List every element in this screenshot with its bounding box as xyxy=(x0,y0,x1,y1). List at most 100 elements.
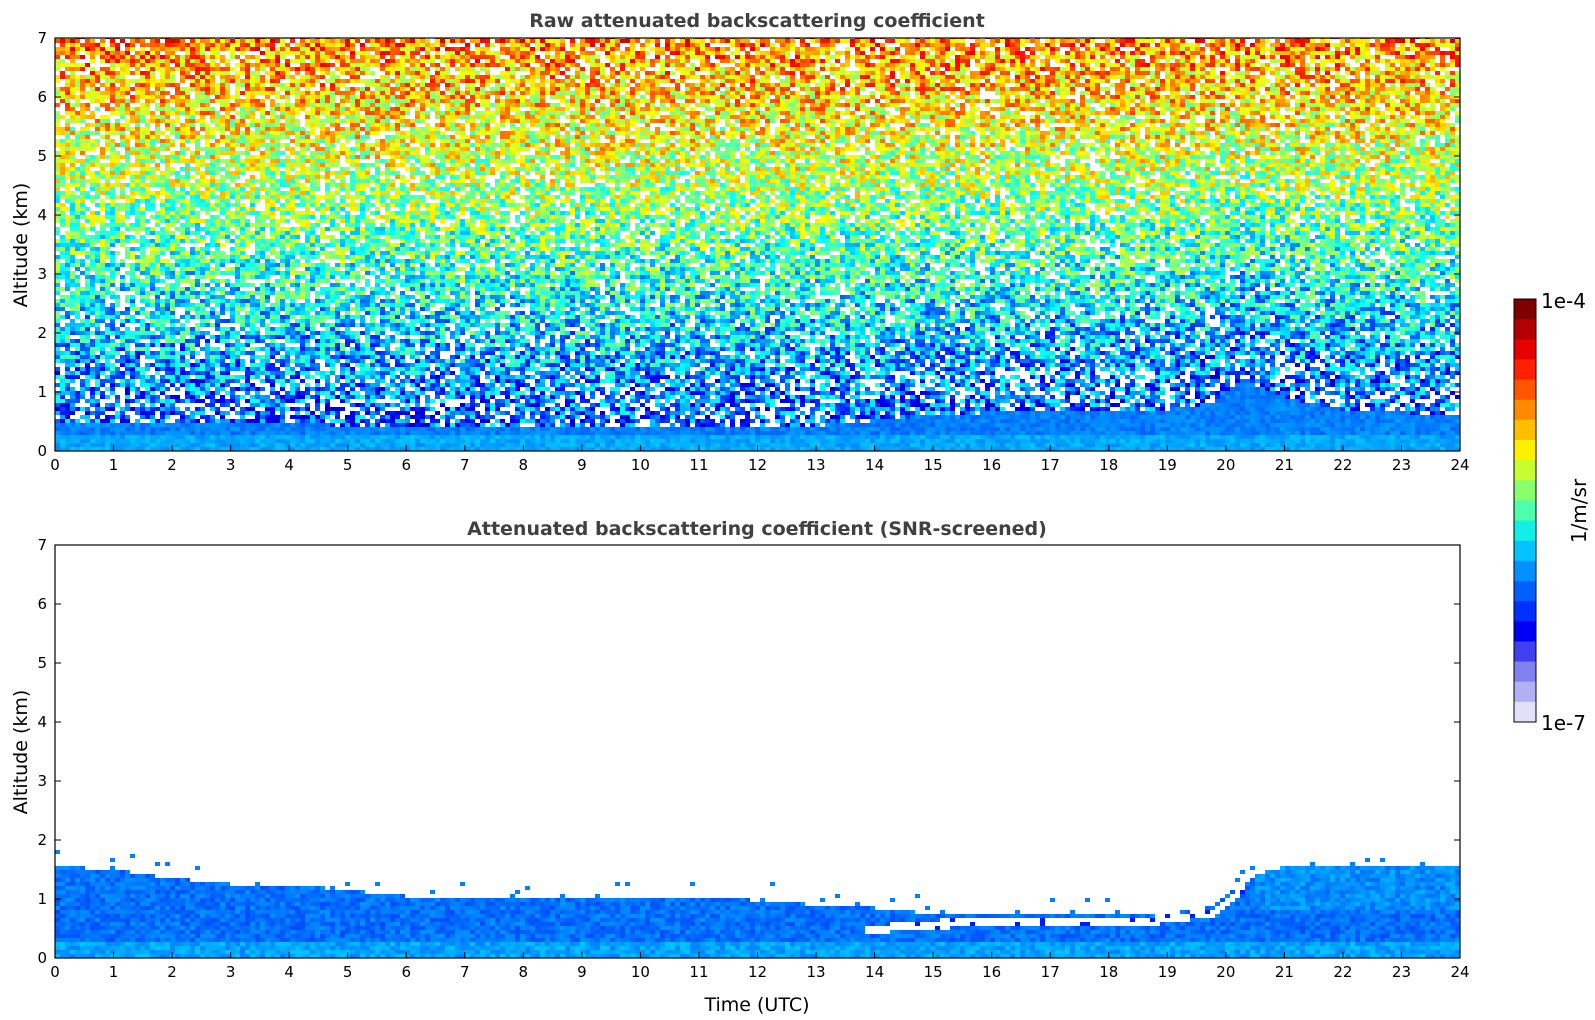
heatmap-cells xyxy=(105,447,110,451)
heatmap-cells xyxy=(250,175,255,179)
heatmap-cells xyxy=(90,255,95,259)
heatmap-cells xyxy=(95,331,100,335)
heatmap-cells xyxy=(220,379,225,383)
heatmap-cells xyxy=(220,363,225,367)
heatmap-cells xyxy=(290,347,295,351)
heatmap-cells xyxy=(340,103,345,107)
heatmap-cells xyxy=(60,267,65,271)
heatmap-cells xyxy=(265,295,270,299)
heatmap-cells xyxy=(120,431,125,435)
heatmap-cells xyxy=(355,383,360,387)
heatmap-cells xyxy=(255,147,260,151)
heatmap-cells xyxy=(100,71,105,75)
heatmap-cells xyxy=(350,287,355,291)
heatmap-cells xyxy=(150,443,155,447)
heatmap-cells xyxy=(290,227,295,231)
heatmap-cells xyxy=(145,283,150,287)
heatmap-cells xyxy=(105,187,110,191)
heatmap-cells xyxy=(310,247,315,251)
heatmap-cells xyxy=(75,295,80,299)
heatmap-cells xyxy=(365,279,370,283)
heatmap-cells xyxy=(130,267,135,271)
heatmap-cells xyxy=(70,119,75,123)
heatmap-cells xyxy=(305,111,310,115)
heatmap-cells xyxy=(215,283,220,287)
heatmap-cells xyxy=(350,107,355,111)
heatmap-cells xyxy=(55,423,60,427)
heatmap-cells xyxy=(190,191,195,195)
heatmap-cells xyxy=(110,151,115,155)
heatmap-cells xyxy=(175,331,180,335)
heatmap-cells xyxy=(110,303,115,307)
heatmap-cells xyxy=(240,431,245,435)
heatmap-cells xyxy=(165,335,170,339)
heatmap-cells xyxy=(330,431,335,435)
heatmap-cells xyxy=(160,419,165,423)
heatmap-cells xyxy=(95,47,100,51)
heatmap-cells xyxy=(285,171,290,175)
heatmap-cells xyxy=(120,63,125,67)
heatmap-cells xyxy=(315,239,320,243)
heatmap-cells xyxy=(185,315,190,319)
heatmap-cells xyxy=(255,135,260,139)
heatmap-cells xyxy=(60,219,65,223)
heatmap-cells xyxy=(130,303,135,307)
heatmap-cells xyxy=(250,399,255,403)
heatmap-cells xyxy=(65,43,70,47)
heatmap-cells xyxy=(115,351,120,355)
heatmap-cells xyxy=(185,443,190,447)
heatmap-cells xyxy=(360,235,365,239)
heatmap-cells xyxy=(105,287,110,291)
heatmap-cells xyxy=(300,175,305,179)
heatmap-cells xyxy=(140,447,145,451)
heatmap-cells xyxy=(100,39,105,43)
heatmap-cells xyxy=(85,123,90,127)
heatmap-cells xyxy=(175,59,180,63)
heatmap-cells xyxy=(90,259,95,263)
heatmap-cells xyxy=(55,171,60,175)
heatmap-cells xyxy=(55,339,60,343)
heatmap-cells xyxy=(345,299,350,303)
heatmap-cells xyxy=(85,407,90,411)
heatmap-cells xyxy=(180,259,185,263)
heatmap-cells xyxy=(205,395,210,399)
heatmap-cells xyxy=(360,211,365,215)
heatmap-cells xyxy=(355,171,360,175)
heatmap-cells xyxy=(210,347,215,351)
heatmap-cells xyxy=(275,395,280,399)
heatmap-cells xyxy=(205,435,210,439)
heatmap-cells xyxy=(120,39,125,43)
heatmap-cells xyxy=(355,175,360,179)
heatmap-cells xyxy=(335,251,340,255)
heatmap-cells xyxy=(320,83,325,87)
heatmap-cells xyxy=(265,135,270,139)
heatmap-cells xyxy=(75,203,80,207)
heatmap-cells xyxy=(215,407,220,411)
heatmap-cells xyxy=(145,367,150,371)
heatmap-cells xyxy=(215,123,220,127)
heatmap-cells xyxy=(235,143,240,147)
heatmap-cells xyxy=(305,363,310,367)
heatmap-cells xyxy=(130,223,135,227)
heatmap-cells xyxy=(200,111,205,115)
heatmap-cells xyxy=(165,431,170,435)
heatmap-cells xyxy=(345,59,350,63)
heatmap-cells xyxy=(355,51,360,55)
heatmap-cells xyxy=(315,95,320,99)
heatmap-cells xyxy=(220,235,225,239)
heatmap-cells xyxy=(125,143,130,147)
heatmap-cells xyxy=(330,123,335,127)
heatmap-cells xyxy=(230,375,235,379)
heatmap-cells xyxy=(120,235,125,239)
heatmap-cells xyxy=(355,155,360,159)
heatmap-cells xyxy=(350,123,355,127)
heatmap-cells xyxy=(230,351,235,355)
heatmap-cells xyxy=(190,355,195,359)
heatmap-cells xyxy=(70,295,75,299)
heatmap-cells xyxy=(295,283,300,287)
heatmap-cells xyxy=(250,211,255,215)
heatmap-cells xyxy=(325,271,330,275)
heatmap-cells xyxy=(275,255,280,259)
heatmap-cells xyxy=(290,303,295,307)
heatmap-cells xyxy=(280,399,285,403)
